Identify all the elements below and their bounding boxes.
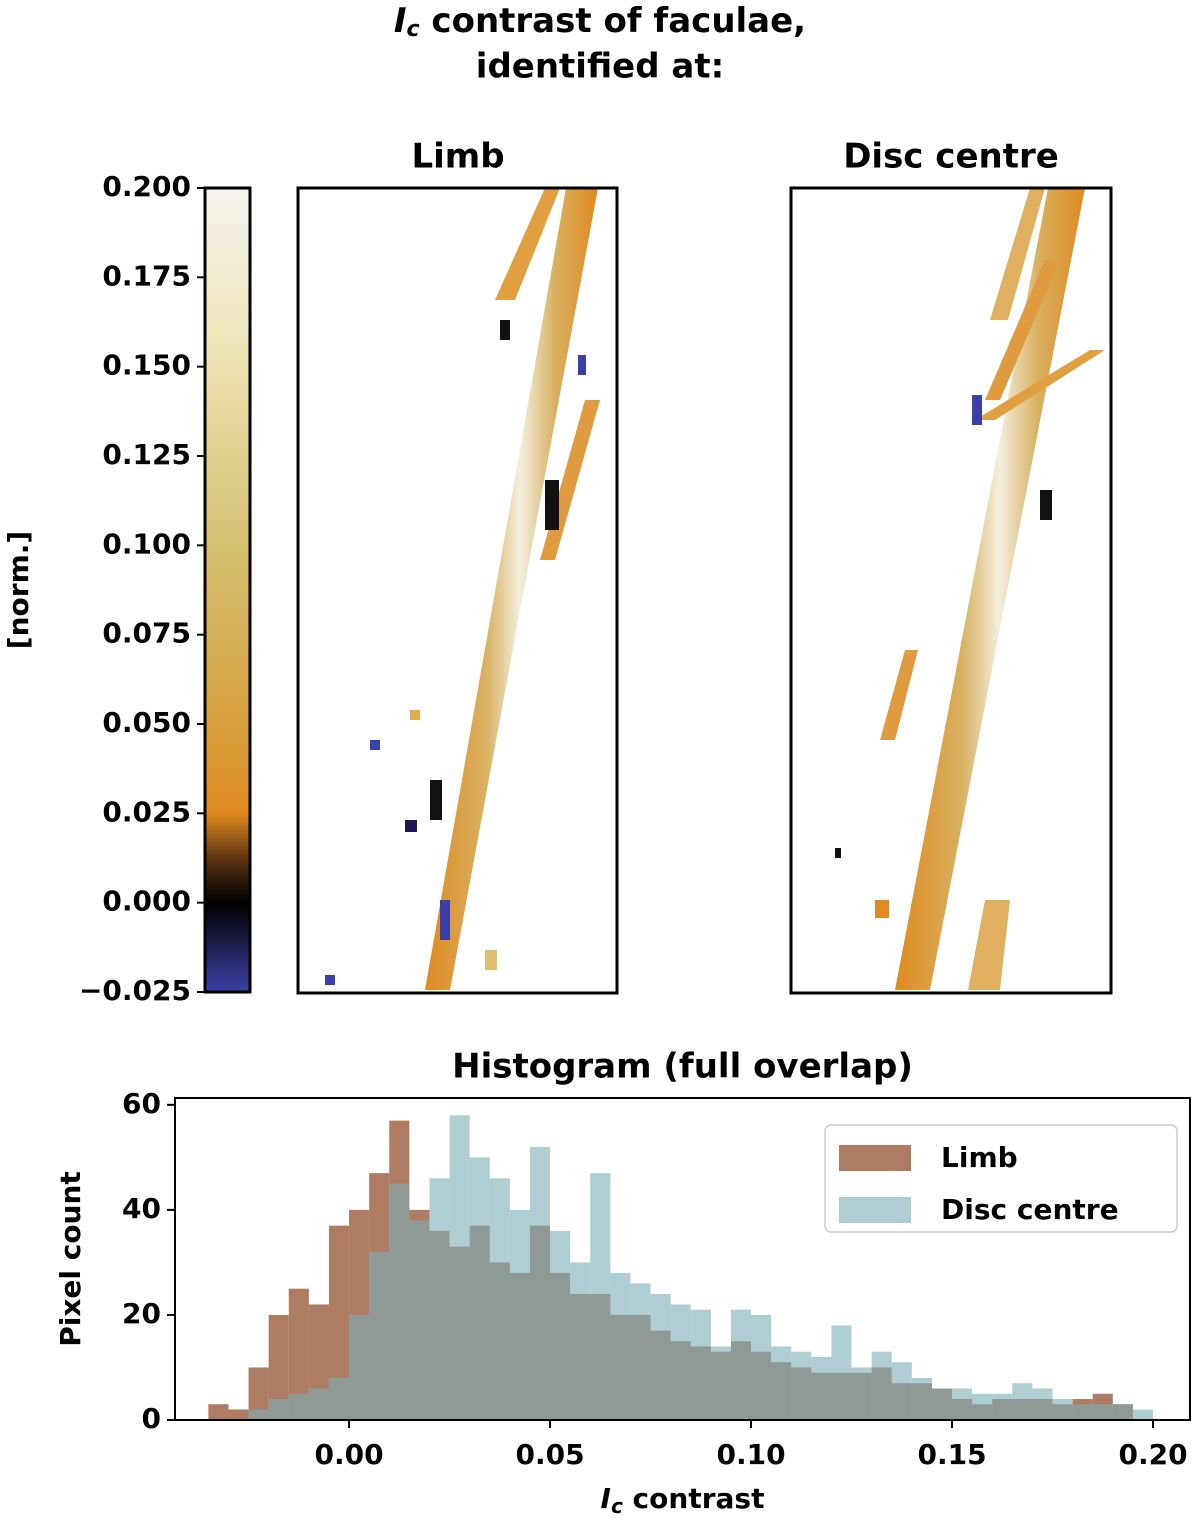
- colorbar-tick-label: 0.100: [102, 527, 191, 560]
- histogram-bar: [208, 1404, 229, 1420]
- histogram-bar: [1052, 1398, 1073, 1420]
- histogram-bar: [248, 1409, 269, 1420]
- histogram-bar: [349, 1314, 370, 1420]
- colorbar-label: [norm.]: [2, 531, 35, 649]
- histogram-bar: [630, 1283, 651, 1420]
- colorbar-tick-label: 0.050: [102, 706, 191, 739]
- histogram-bar: [1032, 1388, 1053, 1420]
- histogram-bar: [268, 1398, 289, 1420]
- chart-title: Histogram (full overlap): [452, 1047, 913, 1087]
- histogram-bar: [1092, 1404, 1113, 1420]
- x-tick-label: 0.20: [1118, 1438, 1187, 1471]
- legend-swatch: [839, 1197, 911, 1223]
- histogram-bar: [1012, 1383, 1033, 1420]
- y-tick-label: 20: [122, 1297, 161, 1330]
- x-axis-label: Ic contrast: [601, 1482, 765, 1518]
- x-tick-label: 0.05: [516, 1438, 585, 1471]
- histogram-bar: [288, 1393, 309, 1420]
- colorbar-tick-label: 0.175: [102, 259, 191, 292]
- colorbar-tick-label: 0.000: [102, 885, 191, 918]
- histogram-bar: [308, 1388, 329, 1420]
- histogram-bar: [288, 1288, 309, 1420]
- histogram-bar: [791, 1351, 812, 1420]
- histogram-bar: [992, 1393, 1013, 1420]
- histogram-bar: [690, 1309, 711, 1420]
- histogram-bar: [550, 1230, 571, 1420]
- histogram-bar: [328, 1377, 350, 1420]
- x-label-symbol: I: [601, 1482, 611, 1515]
- plot-frame: [174, 1097, 1191, 1421]
- histogram-bar: [449, 1115, 470, 1420]
- limb-image: [325, 188, 600, 990]
- histogram-bar: [268, 1314, 289, 1420]
- panel-title: Disc centre: [843, 137, 1059, 177]
- histogram-bar: [409, 1220, 430, 1420]
- y-tick-label: 60: [122, 1087, 161, 1120]
- histogram-bar: [429, 1178, 450, 1420]
- legend-label: Limb: [941, 1141, 1018, 1174]
- y-tick-label: 40: [122, 1192, 161, 1225]
- histogram-bar: [529, 1146, 551, 1420]
- colorbar-tick-label: 0.125: [102, 438, 191, 471]
- histogram-bar: [891, 1362, 912, 1420]
- histogram-bar: [911, 1377, 932, 1420]
- colorbar-tick-label: 0.150: [102, 349, 191, 382]
- histogram-bar: [851, 1367, 872, 1420]
- legend-swatch: [839, 1145, 911, 1171]
- histogram-bar: [811, 1356, 832, 1420]
- panel-frame: [789, 186, 1113, 995]
- colorbar-tick-label: −0.025: [79, 974, 191, 1007]
- colorbar-tick-label: 0.200: [102, 170, 191, 203]
- histogram-bar: [931, 1388, 953, 1420]
- histogram-bar: [670, 1304, 691, 1420]
- legend-label: Disc centre: [941, 1193, 1119, 1226]
- histogram-bar: [509, 1209, 530, 1420]
- histogram-bar: [710, 1346, 731, 1420]
- colorbar-tick-label: 0.025: [102, 795, 191, 828]
- histogram-bar: [369, 1251, 390, 1420]
- x-tick-label: 0.15: [917, 1438, 986, 1471]
- histogram-bar: [610, 1272, 631, 1420]
- panel-frame: [296, 186, 619, 995]
- histogram-bar: [730, 1309, 752, 1420]
- histogram-bar: [570, 1262, 591, 1420]
- y-axis-label: Pixel count: [54, 1171, 87, 1347]
- panel-title: Limb: [411, 137, 504, 177]
- colorbar-tick-label: 0.075: [102, 617, 191, 650]
- histogram-bar: [590, 1173, 611, 1420]
- histogram-bar: [771, 1346, 792, 1420]
- histogram-bar: [469, 1157, 490, 1420]
- x-label-text: contrast: [623, 1482, 765, 1515]
- histogram-bar: [389, 1183, 410, 1420]
- histogram-bar: [751, 1314, 772, 1420]
- colorbar: [203, 186, 252, 994]
- histogram-bar: [871, 1351, 892, 1420]
- histogram-bar: [831, 1325, 852, 1420]
- histogram-bar: [328, 1225, 350, 1420]
- x-label-subscript: c: [611, 1494, 623, 1518]
- histogram-bar: [248, 1367, 269, 1420]
- histogram-bar: [650, 1293, 671, 1420]
- histogram-bar: [1112, 1404, 1133, 1420]
- histogram-bar: [489, 1178, 510, 1420]
- histogram-bar: [228, 1409, 249, 1420]
- histogram-bar: [1072, 1404, 1093, 1420]
- histogram-bar: [952, 1388, 973, 1420]
- x-tick-label: 0.00: [315, 1438, 384, 1471]
- figure-title: identified at:: [476, 47, 724, 87]
- y-tick-label: 0: [142, 1402, 161, 1435]
- histogram-bar: [972, 1393, 993, 1420]
- x-tick-label: 0.10: [716, 1438, 785, 1471]
- disc-image: [835, 188, 1105, 990]
- legend-box: [824, 1124, 1178, 1233]
- histogram-bar: [1132, 1409, 1154, 1420]
- figure-title: Ic contrast of faculae,: [394, 1, 806, 43]
